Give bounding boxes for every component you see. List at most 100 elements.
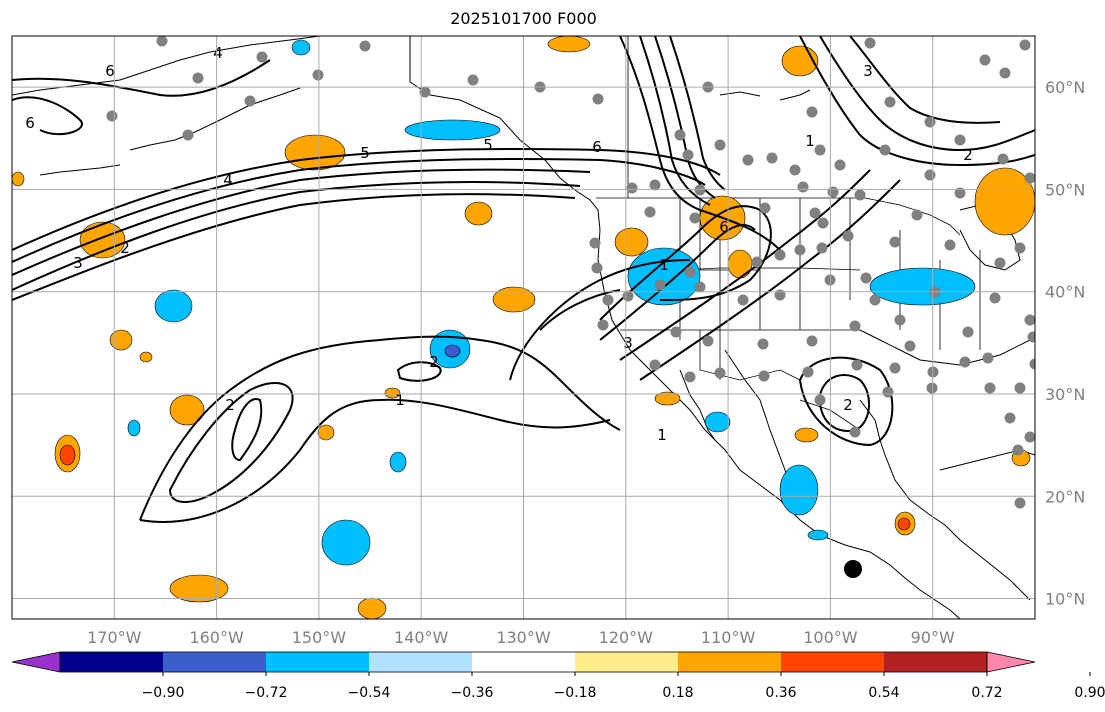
station-dot [682, 149, 694, 161]
station-dot [982, 352, 994, 364]
station-dot [889, 236, 901, 248]
contour-label: 2 [225, 396, 235, 414]
contour-label: 3 [73, 254, 83, 272]
colorbar-tick-label: −0.90 [142, 685, 185, 701]
lon-tick-label: 130°W [496, 628, 551, 647]
contour-label: 2 [963, 146, 973, 164]
anomaly-shaded-region [779, 464, 819, 516]
station-dot [684, 266, 696, 278]
lat-tick-label: 40°N [1045, 283, 1085, 302]
station-dot [817, 217, 829, 229]
station-dot [592, 93, 604, 105]
station-dot [1012, 444, 1024, 456]
station-dot [959, 356, 971, 368]
station-dot [602, 294, 614, 306]
contour-label: 2 [120, 239, 130, 257]
station-dot [694, 184, 706, 196]
contour-label: 3 [863, 62, 873, 80]
station-dot [911, 209, 923, 221]
station-dot [737, 294, 749, 306]
lon-tick-label: 100°W [803, 628, 858, 647]
station-dots [106, 36, 1035, 509]
colorbar-segment [163, 652, 266, 672]
station-dot [854, 189, 866, 201]
station-dot [789, 164, 801, 176]
station-dot [589, 237, 601, 249]
anomaly-shaded-region [154, 289, 193, 323]
contour-label: 5 [360, 144, 370, 162]
station-dot [256, 51, 268, 63]
station-dot [674, 129, 686, 141]
anomaly-shaded-region [321, 519, 371, 566]
anomaly-shaded-region [704, 411, 731, 433]
station-dot [597, 319, 609, 331]
station-dot [889, 362, 901, 374]
station-dot [954, 134, 966, 146]
anomaly-shaded-region [127, 419, 141, 437]
contour-label: 5 [483, 136, 493, 154]
highlight-location-marker [844, 560, 862, 578]
station-dot [644, 206, 656, 218]
station-dot [944, 239, 956, 251]
station-dot [714, 139, 726, 151]
station-dot [816, 242, 828, 254]
map-title: 2025101700 F000 [450, 9, 597, 28]
colorbar-tick-label: 0.36 [765, 685, 796, 701]
contour-label: 2 [429, 353, 439, 371]
station-dot [654, 279, 666, 291]
colorbar-segment [369, 652, 472, 672]
station-dot [1004, 412, 1016, 424]
contour-labels: 6 4 6 5 3 2 4 5 6 1 2 1 6 3 2 2 1 3 2 1 [25, 44, 973, 444]
station-dot [622, 290, 634, 302]
anomaly-shaded-region [317, 424, 335, 441]
contour-label: 1 [659, 256, 669, 274]
anomaly-shaded-region [794, 427, 819, 443]
station-dot [802, 366, 814, 378]
station-dot [649, 359, 661, 371]
station-dot [689, 212, 701, 224]
colorbar-tick-label: 0.54 [868, 685, 899, 701]
contour-label: 1 [805, 132, 815, 150]
anomaly-shaded-region [627, 247, 701, 306]
anomaly-shaded-region [444, 344, 461, 358]
station-dot [884, 96, 896, 108]
lon-tick-label: 90°W [911, 628, 955, 647]
colorbar-segment [575, 652, 678, 672]
colorbar-segment [884, 652, 987, 672]
station-dot [979, 54, 991, 66]
anomaly-shaded-region [291, 39, 311, 56]
anomaly-shaded-region [492, 286, 536, 313]
lon-tick-label: 110°W [701, 628, 756, 647]
colorbar-frame [59, 651, 988, 673]
station-dot [419, 86, 431, 98]
station-dot [670, 326, 682, 338]
station-dot [1014, 382, 1026, 394]
station-dot [924, 116, 936, 128]
station-dot [182, 129, 194, 141]
anomaly-shaded-region [169, 394, 205, 426]
colorbar-tick-label: 0.18 [662, 685, 693, 701]
colorbar-segment [266, 652, 369, 672]
lat-tick-label: 60°N [1045, 78, 1085, 97]
station-dot [757, 338, 769, 350]
station-dot [806, 106, 818, 118]
lon-tick-label: 150°W [292, 628, 347, 647]
station-dot [694, 281, 706, 293]
station-dot [882, 386, 894, 398]
station-dot [869, 294, 881, 306]
anomaly-shaded-region [139, 351, 153, 363]
station-dot [1024, 314, 1035, 326]
station-dot [774, 249, 786, 261]
lat-tick-label: 10°N [1045, 590, 1085, 609]
station-dot [156, 36, 168, 47]
station-dot [1029, 358, 1035, 370]
contour-label: 1 [657, 426, 667, 444]
anomaly-shaded-region [389, 451, 407, 473]
station-dot [827, 186, 839, 198]
anomaly-shaded-region [869, 267, 976, 306]
station-dot [591, 262, 603, 274]
anomaly-shaded-region [384, 387, 401, 399]
anomaly-shaded-region [547, 36, 591, 53]
station-dot [774, 289, 786, 301]
station-dot [860, 272, 872, 284]
